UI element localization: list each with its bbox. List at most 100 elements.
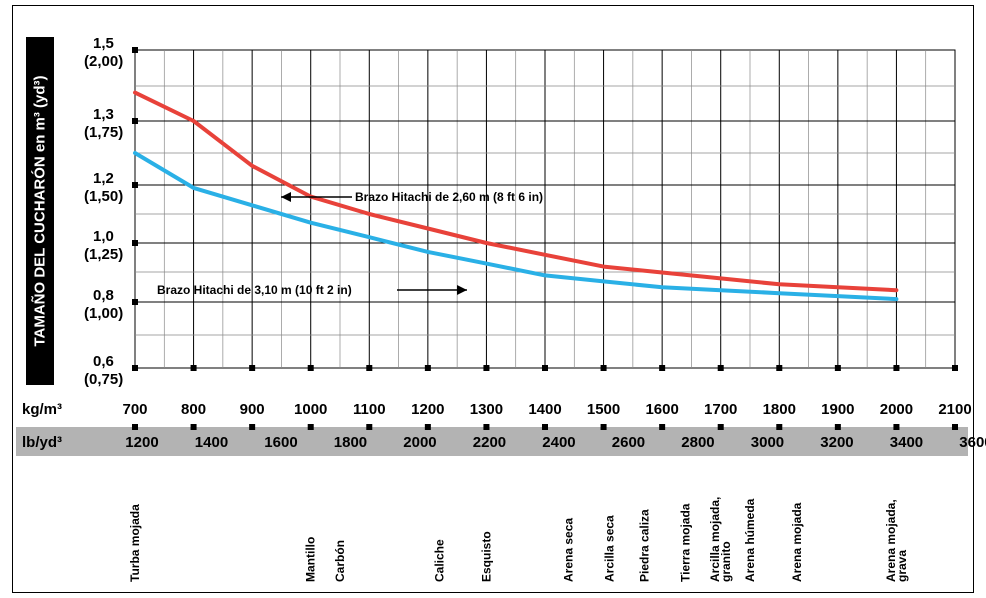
x-tick-mark-primary [952,424,958,430]
x-unit-secondary: lb/yd³ [22,434,62,451]
x-tick-mark-primary [601,424,607,430]
y-tick-label-yd3: (1,75) [84,124,123,141]
x-tick-mark-primary [483,424,489,430]
x-tick-label-secondary: 1600 [264,434,297,451]
x-tick-mark-primary [893,424,899,430]
material-label: Arena mojada,grava [884,499,909,582]
y-tick-label-m3: 0,6 [93,353,114,370]
x-tick-label-secondary: 1200 [125,434,158,451]
material-label: Mantillo [304,537,318,582]
x-tick-label-secondary: 2800 [681,434,714,451]
baseline-tick-mark [835,365,841,371]
x-tick-label-secondary: 3000 [751,434,784,451]
baseline-tick-mark [601,365,607,371]
baseline-tick-mark [249,365,255,371]
x-tick-label-primary: 1300 [470,401,503,418]
baseline-tick-mark [952,365,958,371]
y-tick-label-yd3: (1,25) [84,246,123,263]
x-tick-mark-primary [366,424,372,430]
baseline-tick-mark [366,365,372,371]
x-tick-label-secondary: 2000 [403,434,436,451]
x-tick-mark-primary [308,424,314,430]
baseline-tick-mark [191,365,197,371]
x-tick-label-primary: 1600 [645,401,678,418]
material-label-text: Piedra caliza [638,509,652,582]
baseline-tick-mark [542,365,548,371]
x-tick-label-primary: 2000 [880,401,913,418]
y-axis: 1,5(2,00)1,3(1,75)1,2(1,50)1,0(1,25)0,8(… [84,35,138,388]
y-tick-label-m3: 0,8 [93,287,114,304]
y-tick-label-m3: 1,0 [93,228,114,245]
x-tick-mark-primary [776,424,782,430]
x-tick-mark-primary [718,424,724,430]
material-label-text: Esquisto [479,531,493,582]
material-label: Piedra caliza [638,509,652,582]
x-tick-mark-primary [835,424,841,430]
material-label-text: Turba mojada [128,504,142,582]
x-tick-label-primary: 1400 [528,401,561,418]
x-tick-label-primary: 1500 [587,401,620,418]
material-label: Arena húmeda [743,498,757,582]
material-label-text: grava [895,550,909,582]
y-tick-mark [132,118,138,124]
series-label-2: Brazo Hitachi de 3,10 m (10 ft 2 in) [157,283,352,297]
baseline-tick-mark [483,365,489,371]
x-tick-label-primary: 900 [240,401,265,418]
x-tick-mark-primary [191,424,197,430]
material-label: Arcilla seca [602,515,616,582]
material-label-text: granito [719,541,733,582]
x-tick-label-secondary: 3200 [820,434,853,451]
baseline-tick-mark [659,365,665,371]
x-tick-label-secondary: 3600 [959,434,986,451]
baseline-tick-mark [718,365,724,371]
x-tick-label-primary: 1100 [353,401,386,418]
x-tick-label-secondary: 3400 [890,434,923,451]
x-tick-label-secondary: 2200 [473,434,506,451]
x-tick-label-secondary: 2600 [612,434,645,451]
x-tick-label-secondary: 1400 [195,434,228,451]
x-tick-label-primary: 1900 [821,401,854,418]
baseline-tick-mark [425,365,431,371]
x-tick-mark-primary [659,424,665,430]
x-tick-label-primary: 800 [181,401,206,418]
x-tick-label-secondary: 1800 [334,434,367,451]
y-tick-mark [132,240,138,246]
y-tick-mark [132,299,138,305]
x-tick-mark-primary [425,424,431,430]
y-tick-mark [132,47,138,53]
y-tick-label-yd3: (1,00) [84,305,123,322]
y-tick-label-yd3: (2,00) [84,53,123,70]
material-label: Carbón [333,540,347,582]
material-label-text: Arena húmeda [743,498,757,582]
x-tick-label-primary: 1700 [704,401,737,418]
x-tick-label-primary: 1200 [411,401,444,418]
material-label-text: Mantillo [304,537,318,582]
y-tick-label-yd3: (0,75) [84,371,123,388]
x-tick-label-primary: 700 [122,401,147,418]
x-tick-label-primary: 1000 [294,401,327,418]
material-label: Caliche [433,539,447,582]
callout-arrowhead-1 [281,192,291,202]
baseline-tick-mark [776,365,782,371]
x-unit-primary: kg/m³ [22,401,62,418]
material-label-text: Arcilla seca [602,515,616,582]
material-label: Arcilla mojada,granito [708,497,733,582]
material-label: Turba mojada [128,504,142,582]
y-tick-label-m3: 1,3 [93,106,114,123]
callout-arrowhead-2 [457,285,467,295]
y-tick-label-m3: 1,2 [93,170,114,187]
x-tick-mark-primary [542,424,548,430]
material-label-text: Arena mojada [790,502,804,582]
material-label: Esquisto [479,531,493,582]
material-label: Tierra mojada [679,503,693,582]
y-tick-label-yd3: (1,50) [84,188,123,205]
x-tick-label-primary: 2100 [938,401,971,418]
baseline-tick-mark [893,365,899,371]
y-tick-mark [132,182,138,188]
x-tick-label-primary: 1800 [763,401,796,418]
x-tick-mark-primary [132,424,138,430]
material-labels: Turba mojada Mantillo Carbón Caliche Esquist… [128,497,909,582]
material-label: Arena mojada [790,502,804,582]
x-tick-mark-primary [249,424,255,430]
